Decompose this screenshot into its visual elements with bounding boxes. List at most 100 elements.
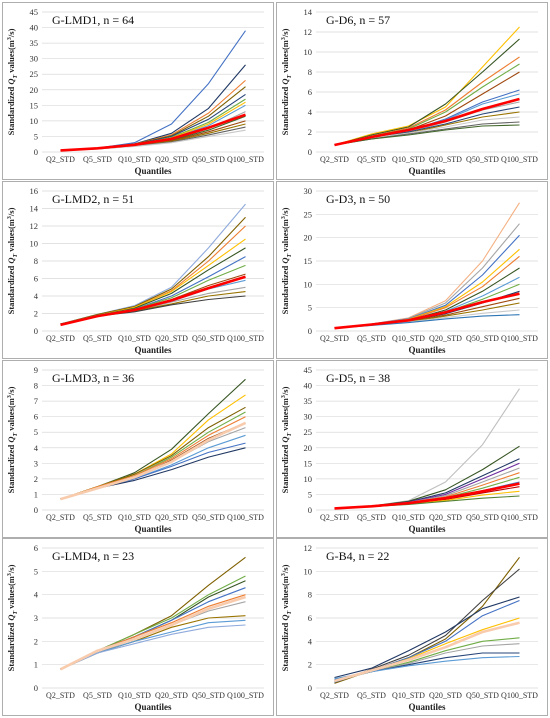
y-axis-label-part: 3 [281,395,287,398]
chart-panel-3: 0 2 4 6 8 10 12 14 16 Q2_STD Q5_STD Q10_STD Q20_STD Q… [2,181,274,359]
chart-svg: 0 5 10 15 20 25 30 35 40 45 Q2_STD Q5_STD Q10_STD Q20… [2,2,274,180]
chart-title: G-LMD1, n = 64 [52,13,134,27]
y-axis-label-part: 3 [281,216,287,219]
y-tick-label: 40 [30,23,39,33]
x-tick-label: Q20_STD [429,513,462,522]
x-tick-label: Q20_STD [429,155,462,164]
x-axis-label: Quantiles [408,702,446,712]
y-axis-label-part: values(m [280,219,290,254]
y-tick-label: 5 [308,489,312,499]
x-tick-label: Q2_STD [46,334,75,343]
y-axis-label-part: Q [280,614,290,620]
y-axis-label-part: Standardized [280,443,290,494]
x-tick-label: Q5_STD [357,155,386,164]
x-tick-label: Q50_STD [466,691,499,700]
y-axis-label-part: T [13,610,19,614]
series-line-highlight [334,97,520,147]
series-line [60,416,246,500]
x-tick-label: Q50_STD [192,513,225,522]
chart-title: G-D6, n = 57 [326,13,390,27]
x-tick-label: Q10_STD [392,334,425,343]
y-axis-label: Standardized QT values(m3/s) [280,28,293,135]
y-tick-label: 1 [34,660,38,670]
x-axis-label: Quantiles [408,166,446,176]
y-tick-label: 4 [34,443,39,453]
x-tick-label: Q10_STD [392,155,425,164]
x-tick-label: Q2_STD [46,691,75,700]
y-tick-label: 15 [304,256,313,266]
chart-title: G-LMD4, n = 23 [52,549,134,563]
y-axis-label-part: values(m [280,40,290,75]
series-line [60,624,246,670]
series-line [60,406,246,500]
x-tick-label: Q10_STD [118,155,151,164]
x-tick-label: Q5_STD [357,334,386,343]
y-axis-label-part: 3 [7,216,13,219]
x-tick-label: Q50_STD [466,513,499,522]
series-line-highlight [60,113,246,152]
y-tick-label: 30 [30,54,39,64]
series-line [60,225,246,325]
x-tick-label: Q2_STD [46,513,75,522]
series-line-highlight [334,482,520,510]
x-tick-label: Q20_STD [155,513,188,522]
y-axis-label-part: T [287,610,293,614]
y-axis-label-part: /s) [6,207,16,217]
chart-title: G-LMD3, n = 36 [52,371,134,385]
y-axis-label-part: Q [6,614,16,620]
y-axis-label-part: /s) [280,28,290,38]
y-tick-label: 0 [308,505,312,515]
x-tick-label: Q20_STD [155,334,188,343]
y-tick-label: 0 [34,505,38,515]
y-tick-label: 0 [34,326,38,336]
y-axis-label-part: values(m [6,219,16,254]
y-tick-label: 6 [34,543,38,553]
y-axis-label-part: /s) [6,28,16,38]
y-tick-label: 40 [304,381,313,391]
y-axis-label-part: 3 [281,37,287,40]
y-axis-label-part: Q [6,436,16,442]
chart-svg: 0 1 2 3 4 5 6 7 8 9 Q2_STD Q5_STD Q10_STD Q20_STD Q50_… [2,360,274,538]
x-tick-label: Q10_STD [118,691,151,700]
y-tick-label: 5 [34,566,38,576]
y-axis-label: Standardized QT values(m3/s) [280,386,293,493]
y-tick-label: 2 [34,474,38,484]
x-tick-label: Q2_STD [46,155,75,164]
x-tick-label: Q100_STD [227,513,264,522]
y-tick-label: 2 [34,309,38,319]
y-axis-label-part: T [13,74,19,78]
x-tick-label: Q5_STD [83,155,112,164]
y-axis-label-part: /s) [280,207,290,217]
y-tick-label: 14 [30,204,39,214]
series-line [334,568,520,683]
y-tick-label: 7 [34,396,38,406]
y-axis-label: Standardized QT values(m3/s) [6,207,19,314]
x-tick-label: Q2_STD [320,155,349,164]
y-tick-label: 45 [304,365,313,375]
x-tick-label: Q100_STD [501,691,538,700]
series-line [60,615,246,670]
x-tick-label: Q2_STD [320,334,349,343]
y-axis-label-part: values(m [280,398,290,433]
y-axis-label-part: Standardized [6,85,16,136]
y-tick-label: 2 [308,660,312,670]
chart-panel-5: 0 1 2 3 4 5 6 7 8 9 Q2_STD Q5_STD Q10_STD Q20_STD Q50_… [2,360,274,538]
x-tick-label: Q5_STD [83,691,112,700]
y-tick-label: 20 [30,85,39,95]
y-axis-label: Standardized QT values(m3/s) [6,28,19,135]
x-tick-label: Q100_STD [501,334,538,343]
y-axis-label-part: T [13,253,19,257]
y-tick-label: 8 [308,67,312,77]
chart-svg: 0 5 10 15 20 25 30 35 40 45 Q2_STD Q5_STD Q10_STD Q20… [276,360,548,538]
y-tick-label: 6 [34,274,38,284]
x-tick-label: Q10_STD [392,691,425,700]
series-line [60,123,246,151]
chart-svg: 0 5 10 15 20 25 30 Q2_STD Q5_STD Q10_STD Q20_STD Q5… [276,181,548,359]
y-axis-label: Standardized QT values(m3/s) [280,564,293,671]
series-line [60,411,246,500]
y-tick-label: 0 [308,147,312,157]
y-axis-label-part: T [287,253,293,257]
y-tick-label: 25 [304,209,313,219]
series-line [60,394,246,500]
chart-svg: 0 2 4 6 8 10 12 14 16 Q2_STD Q5_STD Q10_STD Q20_STD Q… [2,181,274,359]
